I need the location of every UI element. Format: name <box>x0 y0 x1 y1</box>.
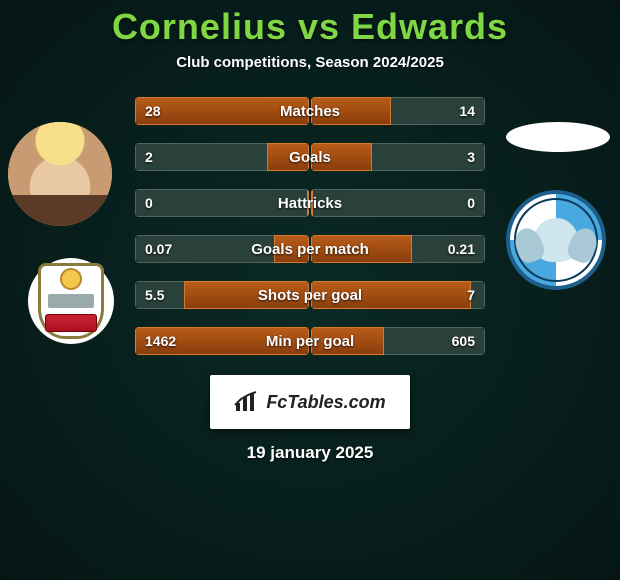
branding-badge: FcTables.com <box>210 375 410 429</box>
player-left-avatar <box>8 122 112 226</box>
player-right-avatar <box>506 122 610 152</box>
stat-row: Hattricks 0 0 <box>135 189 485 217</box>
stat-label: Shots per goal <box>258 287 362 304</box>
stat-value-right: 0 <box>467 195 475 211</box>
club-left-logo <box>28 258 114 344</box>
stat-value-left: 0.07 <box>145 241 172 257</box>
stat-value-left: 1462 <box>145 333 176 349</box>
stat-value-left: 5.5 <box>145 287 164 303</box>
stat-row: Goals 2 3 <box>135 143 485 171</box>
branding-text: FcTables.com <box>266 392 385 413</box>
stat-value-right: 3 <box>467 149 475 165</box>
stat-bar-right <box>311 143 485 171</box>
page-title: Cornelius vs Edwards <box>112 6 508 48</box>
page-subtitle: Club competitions, Season 2024/2025 <box>176 54 444 71</box>
stat-value-right: 605 <box>452 333 475 349</box>
stat-label: Hattricks <box>278 195 342 212</box>
stat-value-right: 14 <box>459 103 475 119</box>
stat-label: Matches <box>280 103 340 120</box>
bar-chart-icon <box>234 391 260 413</box>
stat-label: Goals <box>289 149 331 166</box>
stat-value-right: 0.21 <box>448 241 475 257</box>
club-right-logo <box>506 190 606 290</box>
stat-value-right: 7 <box>467 287 475 303</box>
stat-row: Shots per goal 5.5 7 <box>135 281 485 309</box>
stats-panel: Matches 28 14 Goals 2 3 Hattricks 0 0 Goals per m… <box>135 97 485 355</box>
stat-value-left: 0 <box>145 195 153 211</box>
stat-label: Min per goal <box>266 333 354 350</box>
stat-bar-left <box>135 143 309 171</box>
stat-value-left: 2 <box>145 149 153 165</box>
stat-row: Matches 28 14 <box>135 97 485 125</box>
stat-label: Goals per match <box>251 241 369 258</box>
date-label: 19 january 2025 <box>247 443 374 463</box>
stat-row: Min per goal 1462 605 <box>135 327 485 355</box>
stat-row: Goals per match 0.07 0.21 <box>135 235 485 263</box>
stat-value-left: 28 <box>145 103 161 119</box>
